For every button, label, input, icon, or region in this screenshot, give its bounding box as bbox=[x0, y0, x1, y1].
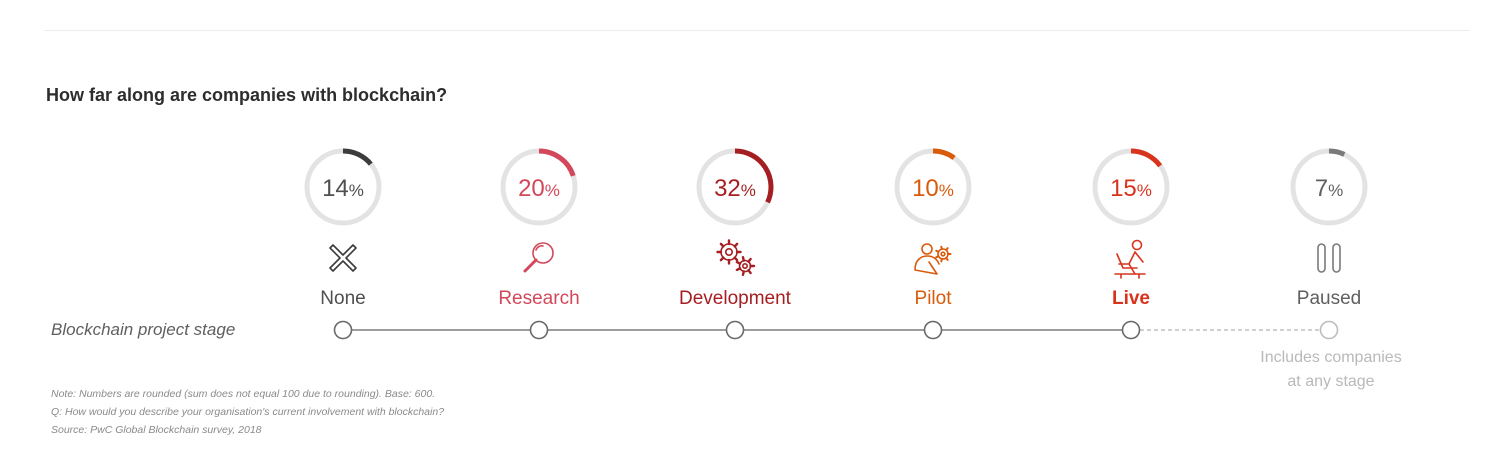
cross-icon bbox=[329, 244, 357, 272]
pause-bar bbox=[1317, 243, 1326, 273]
donut-arc bbox=[734, 148, 774, 204]
gear-tooth bbox=[733, 256, 739, 262]
desk bbox=[1114, 273, 1146, 279]
stage-research: 20% Research bbox=[498, 148, 580, 340]
value-label: 10% bbox=[912, 175, 954, 202]
value-unit: % bbox=[349, 181, 364, 200]
gear-tooth bbox=[945, 247, 949, 252]
gear-tooth bbox=[719, 242, 725, 248]
value-number: 15 bbox=[1110, 175, 1137, 202]
category-label: Pilot bbox=[915, 288, 953, 309]
stage-pilot: 10% Pilot bbox=[894, 148, 972, 340]
pause-icon bbox=[1317, 243, 1341, 273]
gear-tooth bbox=[747, 257, 752, 263]
chart-title: How far along are companies with blockch… bbox=[46, 85, 448, 105]
value-unit: % bbox=[939, 181, 954, 200]
person-gear-icon bbox=[914, 243, 952, 275]
value-number: 10 bbox=[912, 175, 939, 202]
gear-tooth bbox=[940, 257, 943, 263]
gear-tooth bbox=[735, 260, 742, 265]
value-unit: % bbox=[1328, 181, 1343, 200]
value-label: 7% bbox=[1315, 175, 1343, 202]
gear-tooth bbox=[935, 255, 940, 259]
timeline-node bbox=[725, 320, 745, 340]
donut-arc bbox=[342, 148, 373, 166]
stage-paused: 7% Paused bbox=[1290, 148, 1368, 340]
donut-arc bbox=[538, 148, 576, 177]
footnotes: Note: Numbers are rounded (sum does not … bbox=[51, 385, 444, 439]
gear-hub bbox=[940, 251, 946, 257]
lens-glint bbox=[535, 245, 544, 251]
pause-bar bbox=[1332, 243, 1341, 273]
gear-tooth bbox=[935, 249, 940, 253]
gear-hub bbox=[724, 247, 734, 257]
footnote-question: Q: How would you describe your organisat… bbox=[51, 406, 445, 418]
body bbox=[914, 255, 940, 275]
value-label: 20% bbox=[518, 175, 560, 202]
gear-tooth bbox=[741, 256, 745, 262]
category-label: Paused bbox=[1297, 288, 1361, 309]
footnote-note: Note: Numbers are rounded (sum does not … bbox=[51, 388, 436, 400]
category-label: None bbox=[320, 288, 365, 309]
gear-tooth bbox=[733, 242, 739, 248]
paused-note-line: Includes companies bbox=[1260, 349, 1402, 366]
value-number: 20 bbox=[518, 175, 545, 202]
head bbox=[921, 243, 933, 255]
timeline-node bbox=[1121, 320, 1141, 340]
value-number: 32 bbox=[714, 175, 741, 202]
gear bbox=[716, 239, 742, 265]
axis-label: Blockchain project stage bbox=[51, 320, 236, 339]
gear bbox=[735, 256, 756, 276]
gears-icon bbox=[716, 239, 756, 276]
cross-shape bbox=[329, 244, 357, 272]
paused-note: Includes companies at any stage bbox=[1231, 346, 1431, 394]
gear-tooth bbox=[747, 269, 752, 275]
top-divider bbox=[44, 30, 1470, 31]
value-unit: % bbox=[1137, 181, 1152, 200]
gear-hub bbox=[741, 262, 749, 270]
gear-tooth bbox=[945, 256, 949, 261]
lens bbox=[532, 242, 554, 264]
donut-arc bbox=[1130, 148, 1163, 168]
timeline-node bbox=[923, 320, 943, 340]
category-label: Development bbox=[679, 288, 792, 309]
body bbox=[1118, 251, 1144, 275]
paused-note-line: at any stage bbox=[1287, 373, 1375, 390]
donut-arc bbox=[932, 148, 956, 160]
stage-development: 32% Development bbox=[679, 148, 792, 340]
value-label: 15% bbox=[1110, 175, 1152, 202]
stage-none: 14% None bbox=[304, 148, 382, 340]
donut-arc bbox=[1328, 148, 1346, 157]
handle bbox=[523, 258, 538, 273]
gear bbox=[935, 245, 952, 263]
gear-tooth bbox=[719, 256, 725, 262]
value-label: 14% bbox=[322, 175, 364, 202]
stage-live: 15% Live bbox=[1092, 148, 1170, 340]
gear-tooth bbox=[741, 270, 745, 276]
footnote-source: Source: PwC Global Blockchain survey, 20… bbox=[51, 424, 262, 436]
timeline-node bbox=[529, 320, 549, 340]
magnifier-icon bbox=[523, 242, 554, 273]
person-laptop-icon bbox=[1114, 239, 1146, 279]
timeline-node bbox=[333, 320, 353, 340]
category-label: Research bbox=[498, 288, 579, 309]
value-unit: % bbox=[741, 181, 756, 200]
category-label: Live bbox=[1112, 288, 1150, 309]
value-number: 14 bbox=[322, 175, 349, 202]
laptop bbox=[1116, 253, 1138, 269]
value-label: 32% bbox=[714, 175, 756, 202]
head bbox=[1131, 239, 1143, 251]
timeline-node bbox=[1319, 320, 1339, 340]
value-number: 7 bbox=[1315, 175, 1328, 202]
gear-tooth bbox=[735, 267, 742, 272]
gear-tooth bbox=[940, 245, 943, 251]
value-unit: % bbox=[545, 181, 560, 200]
